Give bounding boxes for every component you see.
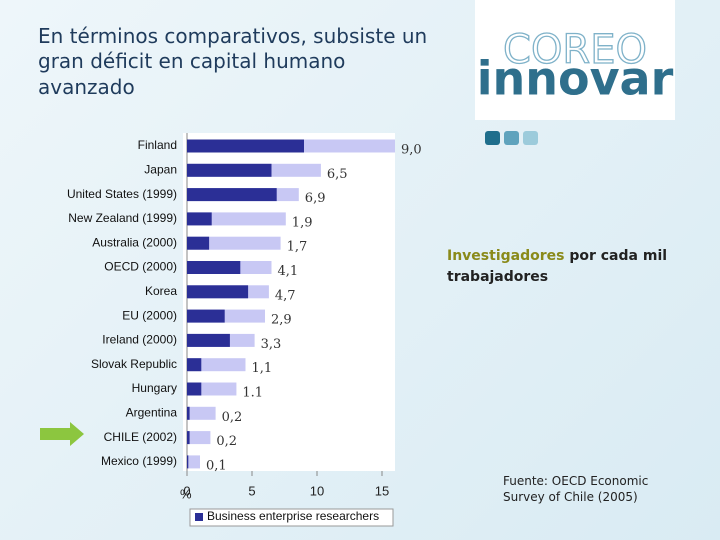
bar <box>187 212 212 226</box>
logo-box <box>475 0 675 120</box>
arrow <box>40 422 84 446</box>
deco-square <box>485 131 500 145</box>
y-tick-label: OECD (2000) <box>104 260 177 274</box>
legend-swatch <box>195 513 203 521</box>
value-label: 0,1 <box>206 458 227 473</box>
bar <box>187 406 216 420</box>
bar <box>187 431 190 445</box>
bar <box>187 163 272 177</box>
bar <box>187 285 249 299</box>
bar <box>187 188 277 202</box>
value-label: 2,9 <box>271 313 292 328</box>
bar <box>187 358 246 372</box>
y-tick-label: Argentina <box>126 405 178 419</box>
x-axis-label: % <box>180 486 192 501</box>
y-tick-label: Finland <box>138 138 177 152</box>
bar <box>187 139 304 153</box>
value-label: 4,7 <box>275 288 296 303</box>
x-tick-label: 15 <box>375 483 389 498</box>
y-tick-label: CHILE (2002) <box>104 430 177 444</box>
slide-title: En términos comparativos, subsiste un gr… <box>38 24 428 99</box>
y-tick-label: Ireland (2000) <box>102 333 177 347</box>
bar <box>187 455 189 469</box>
x-tick-label: 10 <box>310 483 324 498</box>
bar <box>187 382 202 396</box>
source-note: Fuente: OECD Economic Survey of Chile (2… <box>503 474 649 505</box>
annotation-highlight: Investigadores <box>447 248 565 264</box>
bar <box>187 333 230 347</box>
bar <box>187 309 225 323</box>
legend-label: Business enterprise researchers <box>207 509 379 523</box>
value-label: 1.1 <box>242 386 263 401</box>
bar <box>187 431 211 445</box>
bar <box>187 358 202 372</box>
value-label: 6,5 <box>327 167 348 182</box>
bar <box>187 261 241 274</box>
value-label: 0,2 <box>222 410 243 425</box>
logo-bottom: innovar <box>477 52 674 106</box>
annotation-rest: por cada mil trabajadores <box>447 248 668 285</box>
deco-square <box>504 131 519 145</box>
y-tick-label: New Zealand (1999) <box>68 211 177 225</box>
y-tick-label: Slovak Republic <box>91 357 177 371</box>
x-tick-label: 5 <box>248 483 255 498</box>
bar <box>187 236 210 250</box>
value-label: 3,3 <box>261 337 282 352</box>
annotation: Investigadores por cada mil trabajadores <box>447 246 677 288</box>
value-label: 1,7 <box>287 240 308 255</box>
y-tick-label: Mexico (1999) <box>101 454 177 468</box>
y-tick-label: EU (2000) <box>122 308 177 322</box>
value-label: 0,2 <box>216 434 237 449</box>
bar <box>187 406 190 420</box>
value-label: 1,9 <box>292 215 313 230</box>
y-tick-label: Japan <box>144 162 177 176</box>
deco-square <box>523 131 538 145</box>
value-label: 6,9 <box>305 191 326 206</box>
legend-box <box>189 508 394 527</box>
bar <box>187 236 281 250</box>
y-tick-label: United States (1999) <box>67 187 177 201</box>
value-label: 4,1 <box>278 264 299 279</box>
bar <box>187 455 200 469</box>
value-label: 1,1 <box>252 361 273 376</box>
y-tick-label: Hungary <box>132 381 177 395</box>
logo-top: COREO <box>503 27 647 73</box>
y-tick-label: Korea <box>145 284 177 298</box>
y-tick-label: Australia (2000) <box>92 235 177 249</box>
x-tick-label: 0 <box>183 483 190 498</box>
value-label: 9,0 <box>401 143 422 158</box>
